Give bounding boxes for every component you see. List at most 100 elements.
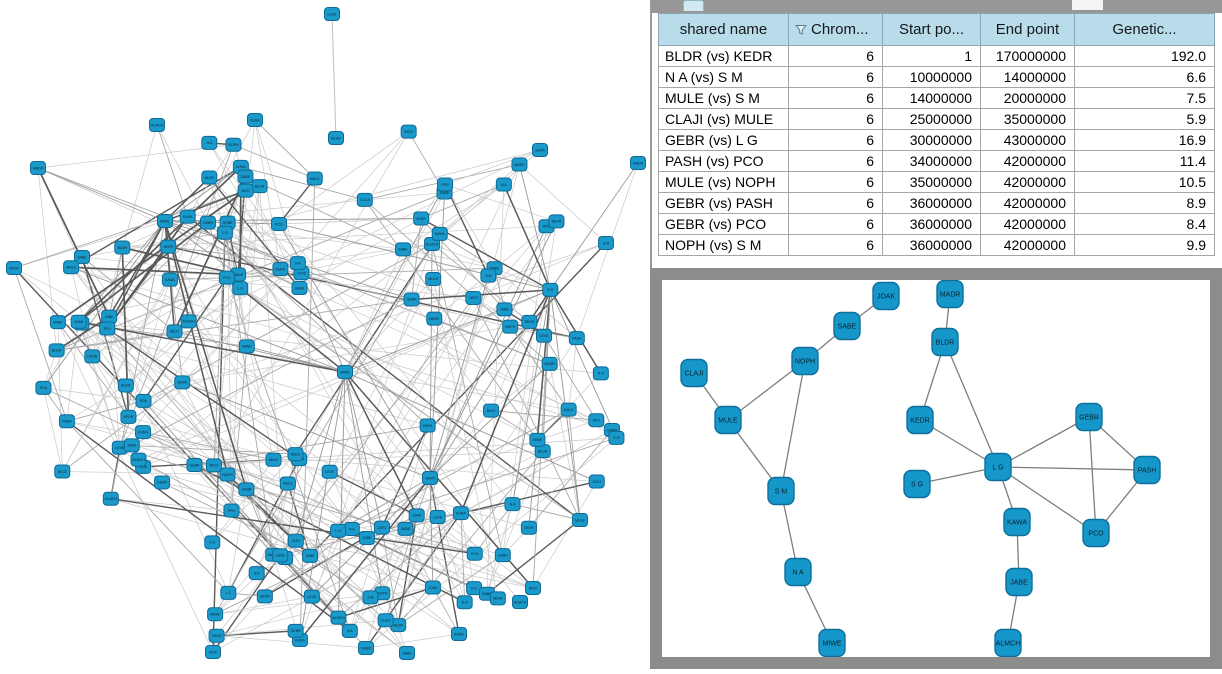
overview-node[interactable]: PFU (589, 414, 604, 427)
overview-node[interactable]: JOAK (425, 581, 440, 594)
overview-node[interactable]: GEBR (359, 642, 374, 655)
overview-node[interactable]: S M (609, 431, 624, 444)
overview-node[interactable]: BLDR (329, 132, 344, 145)
overview-node[interactable]: MIWE (50, 316, 65, 329)
overview-node[interactable]: N A (290, 257, 305, 270)
overview-node[interactable]: S G (457, 596, 472, 609)
overview-node[interactable]: MULE (280, 477, 295, 490)
cell-chromosome[interactable]: 6 (789, 172, 883, 193)
overview-node[interactable]: PCO (219, 271, 234, 284)
overview-node[interactable]: PFU (438, 178, 453, 191)
overview-node[interactable]: SABE (238, 170, 253, 183)
overview-node[interactable]: CLAJI (378, 614, 393, 627)
overview-node[interactable]: SEVR (521, 521, 536, 534)
cell-shared_name[interactable]: BLDR (vs) KEDR (659, 46, 789, 67)
graph-node-claji[interactable]: CLAJI (681, 360, 707, 387)
graph-node-almch[interactable]: ALMCH (995, 630, 1021, 657)
cell-chromosome[interactable]: 6 (789, 46, 883, 67)
cell-end_point[interactable]: 170000000 (981, 46, 1075, 67)
overview-node[interactable]: S M (363, 591, 378, 604)
graph-node-jabe[interactable]: JABE (1006, 569, 1032, 596)
column-header-start-po-[interactable]: Start po... (883, 14, 981, 46)
graph-edge-L G-PASH[interactable] (998, 467, 1147, 470)
graph-node-kawa[interactable]: KAWA (1004, 509, 1030, 536)
overview-node[interactable]: KURA (180, 210, 195, 223)
overview-node[interactable]: BLDR (252, 180, 267, 193)
overview-node[interactable]: L G (221, 586, 236, 599)
cell-start_point[interactable]: 35000000 (883, 172, 981, 193)
cell-chromosome[interactable]: 6 (789, 88, 883, 109)
overview-node[interactable]: JATO (288, 534, 303, 547)
graph-node-gebr[interactable]: GEBR (1076, 404, 1102, 431)
overview-node[interactable]: MULE (288, 448, 303, 461)
cell-chromosome[interactable]: 6 (789, 235, 883, 256)
overview-node[interactable]: L G (233, 282, 248, 295)
cell-shared_name[interactable]: GEBR (vs) PCO (659, 214, 789, 235)
overview-node[interactable]: JOAK (409, 509, 424, 522)
overview-node[interactable]: SEVR (522, 315, 537, 328)
overview-node[interactable]: N A (344, 523, 359, 536)
overview-node[interactable]: ALMCH (103, 492, 118, 505)
cell-chromosome[interactable]: 6 (789, 214, 883, 235)
cell-genetic[interactable]: 7.5 (1075, 88, 1215, 109)
graph-edge-L G-GEBR[interactable] (998, 417, 1089, 467)
overview-node[interactable]: PASH (420, 419, 435, 432)
graph-node-madr[interactable]: MADR (937, 281, 963, 308)
overview-node[interactable]: SEVR (549, 215, 564, 228)
cell-shared_name[interactable]: PASH (vs) PCO (659, 151, 789, 172)
graph-node-l-g[interactable]: L G (985, 454, 1011, 481)
overview-node[interactable]: S M (599, 237, 614, 250)
cell-genetic[interactable]: 8.4 (1075, 214, 1215, 235)
overview-node[interactable]: GEBR (200, 216, 215, 229)
overview-node[interactable]: KURA (136, 426, 151, 439)
cell-genetic[interactable]: 5.9 (1075, 109, 1215, 130)
overview-node[interactable]: ALMCH (131, 453, 146, 466)
overview-node[interactable]: JATO (374, 521, 389, 534)
overview-node[interactable]: JATO (466, 291, 481, 304)
cell-genetic[interactable]: 192.0 (1075, 46, 1215, 67)
graph-node-noph[interactable]: NOPH (792, 348, 818, 375)
overview-node[interactable]: MADR (31, 162, 46, 175)
overview-node[interactable]: GEBR (187, 459, 202, 472)
cell-genetic[interactable]: 11.4 (1075, 151, 1215, 172)
overview-node[interactable]: N A (249, 567, 264, 580)
overview-node[interactable]: SEVR (7, 262, 22, 275)
overview-node[interactable]: L G (331, 524, 346, 537)
overview-node[interactable]: ALMCH (150, 119, 165, 132)
overview-node[interactable]: NOPH (503, 320, 518, 333)
cell-shared_name[interactable]: GEBR (vs) L G (659, 130, 789, 151)
graph-node-pco[interactable]: PCO (1083, 520, 1109, 547)
overview-node[interactable]: MULE (561, 403, 576, 416)
cell-end_point[interactable]: 42000000 (981, 172, 1075, 193)
cell-shared_name[interactable]: MULE (vs) S M (659, 88, 789, 109)
overview-node[interactable]: GEBR (495, 549, 510, 562)
overview-node[interactable]: SEVR (257, 590, 272, 603)
overview-node[interactable]: MULE (307, 172, 322, 185)
cell-genetic[interactable]: 16.9 (1075, 130, 1215, 151)
graph-node-bldr[interactable]: BLDR (932, 329, 958, 356)
overview-node[interactable]: BICO (55, 465, 70, 478)
overview-node[interactable]: LEVE (304, 590, 319, 603)
overview-node[interactable]: PCO (467, 547, 482, 560)
graph-node-pash[interactable]: PASH (1134, 457, 1160, 484)
overview-node[interactable]: KAWA (162, 273, 177, 286)
cell-genetic[interactable]: 9.9 (1075, 235, 1215, 256)
graph-node-joak[interactable]: JOAK (873, 283, 899, 310)
cell-start_point[interactable]: 25000000 (883, 109, 981, 130)
overview-node[interactable]: JABE (359, 531, 374, 544)
cell-chromosome[interactable]: 6 (789, 130, 883, 151)
overview-node[interactable]: SABE (398, 522, 413, 535)
overview-node[interactable]: JATO (589, 475, 604, 488)
overview-node[interactable]: LEVE (536, 329, 551, 342)
overview-node[interactable]: N A (505, 498, 520, 511)
overview-node[interactable]: BLDR (414, 212, 429, 225)
overview-node[interactable]: BLDR (115, 241, 130, 254)
cell-chromosome[interactable]: 6 (789, 151, 883, 172)
overview-node[interactable]: JABE (102, 310, 117, 323)
overview-node[interactable]: MIWE (208, 608, 223, 621)
